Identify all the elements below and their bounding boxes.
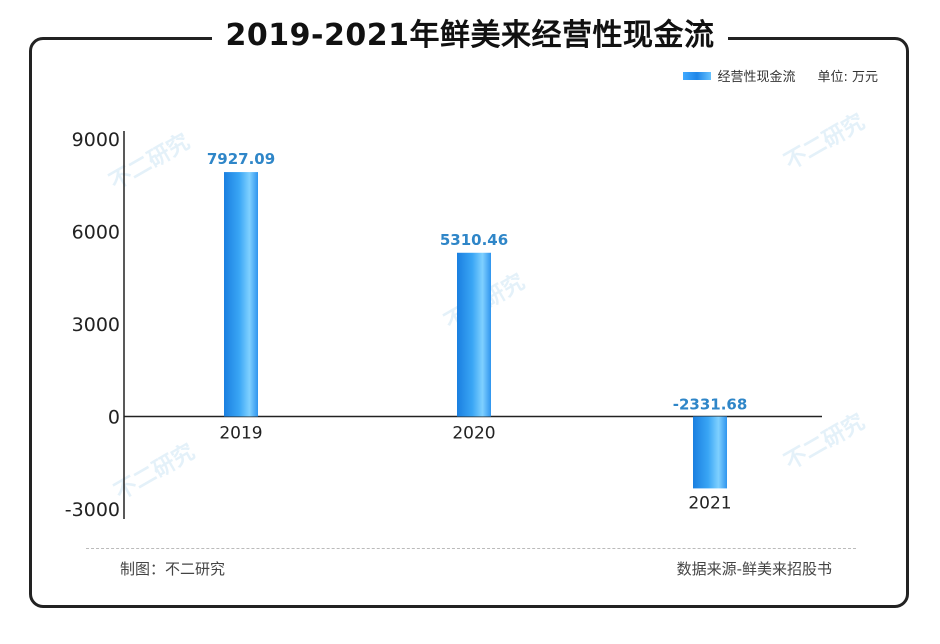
y-tick-label: 0: [108, 407, 120, 429]
footer-divider: [86, 548, 856, 549]
x-category-label: 2019: [219, 424, 262, 444]
legend-series-label: 经营性现金流: [717, 70, 796, 85]
bars: [224, 172, 727, 489]
watermark-text: 不二研究: [780, 409, 869, 476]
footer-source: 数据来源-鲜美来招股书: [676, 560, 832, 578]
y-tick-label: 6000: [72, 222, 120, 244]
y-tick-label: 9000: [72, 129, 120, 151]
x-category-label: 2020: [452, 424, 495, 444]
bar: [457, 252, 491, 417]
footer-credit: 制图：不二研究: [120, 560, 226, 578]
watermark-text: 不二研究: [780, 109, 869, 176]
y-tick-label: -3000: [65, 499, 120, 521]
title-bar: 2019-2021年鲜美来经营性现金流: [0, 16, 940, 56]
y-tick-label: 3000: [72, 314, 120, 336]
legend-unit: 单位: 万元: [817, 70, 878, 85]
x-category-label: 2021: [688, 493, 731, 513]
data-label: 5310.46: [440, 231, 508, 249]
bar: [224, 172, 258, 417]
legend: 经营性现金流 单位: 万元: [683, 66, 878, 85]
bar: [693, 416, 727, 489]
data-label: -2331.68: [673, 396, 748, 414]
chart-title: 2019-2021年鲜美来经营性现金流: [211, 16, 729, 56]
legend-swatch: [683, 71, 712, 80]
data-labels: 7927.09 2019 5310.46 2020 -2331.68 2021: [207, 150, 747, 513]
data-label: 7927.09: [207, 150, 275, 168]
